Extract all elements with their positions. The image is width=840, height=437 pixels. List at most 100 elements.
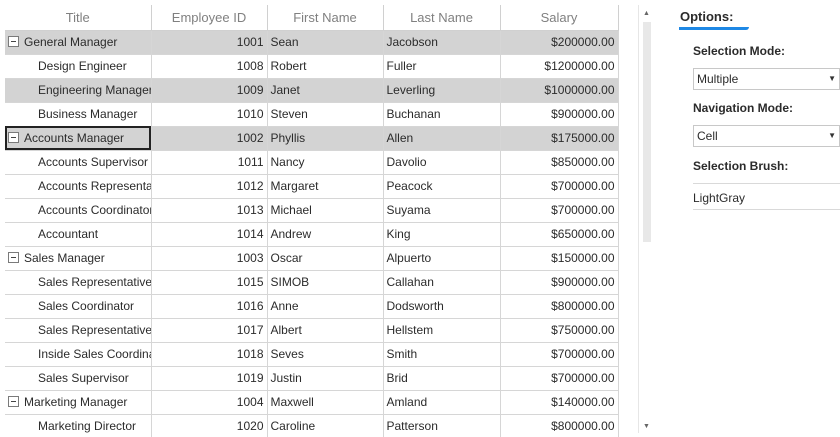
chevron-down-icon[interactable]: ▼ [828,131,836,140]
cell-employee-id[interactable]: 1001 [151,30,268,55]
column-header-last-name[interactable]: Last Name [383,5,501,31]
cell-last-name[interactable]: Fuller [383,54,501,79]
cell-salary[interactable]: $1200000.00 [500,54,619,79]
cell-first-name[interactable]: Caroline [267,414,384,437]
scroll-down-icon[interactable]: ▼ [643,423,650,430]
cell-first-name[interactable]: Nancy [267,150,384,175]
cell-first-name[interactable]: Michael [267,198,384,223]
cell-salary[interactable]: $650000.00 [500,222,619,247]
column-header-salary[interactable]: Salary [500,5,619,31]
cell-employee-id[interactable]: 1013 [151,198,268,223]
cell-title[interactable]: Engineering Manager [5,78,152,103]
chevron-down-icon[interactable]: ▼ [828,74,836,83]
cell-employee-id[interactable]: 1010 [151,102,268,127]
cell-salary[interactable]: $900000.00 [500,102,619,127]
cell-last-name[interactable]: King [383,222,501,247]
table-row[interactable]: Sales Manager 1003 Oscar Alpuerto $150000.00 [5,246,619,271]
collapse-icon[interactable] [8,36,19,47]
table-row[interactable]: General Manager 1001 Sean Jacobson $200000.0… [5,30,619,55]
cell-first-name[interactable]: Steven [267,102,384,127]
cell-first-name[interactable]: Maxwell [267,390,384,415]
collapse-icon[interactable] [8,252,19,263]
cell-title[interactable]: General Manager [5,30,152,55]
cell-first-name[interactable]: Oscar [267,246,384,271]
cell-last-name[interactable]: Hellstem [383,318,501,343]
cell-last-name[interactable]: Suyama [383,198,501,223]
table-row[interactable]: Sales Supervisor 1019 Justin Brid $700000.00 [5,366,619,391]
table-row[interactable]: Engineering Manager 1009 Janet Leverling $10… [5,78,619,103]
cell-salary[interactable]: $700000.00 [500,366,619,391]
table-row[interactable]: Sales Representative 1015 SIMOB Callahan $90… [5,270,619,295]
cell-salary[interactable]: $850000.00 [500,150,619,175]
cell-title[interactable]: Sales Supervisor [5,366,152,391]
cell-salary[interactable]: $150000.00 [500,246,619,271]
table-row[interactable]: Accountant 1014 Andrew King $650000.00 [5,222,619,247]
cell-salary[interactable]: $1000000.00 [500,78,619,103]
table-row[interactable]: Accounts Coordinator 1013 Michael Suyama $70… [5,198,619,223]
cell-title[interactable]: Sales Representative [5,318,152,343]
scroll-thumb[interactable] [643,22,651,242]
cell-employee-id[interactable]: 1016 [151,294,268,319]
cell-title[interactable]: Sales Representative [5,270,152,295]
navigation-mode-combobox[interactable]: Cell ▼ [693,125,840,147]
cell-employee-id[interactable]: 1008 [151,54,268,79]
cell-last-name[interactable]: Davolio [383,150,501,175]
cell-last-name[interactable]: Brid [383,366,501,391]
cell-employee-id[interactable]: 1018 [151,342,268,367]
table-row[interactable]: Accounts Representative1012MargaretPeaco… [5,174,619,199]
cell-first-name[interactable]: Seves [267,342,384,367]
cell-last-name[interactable]: Jacobson [383,30,501,55]
table-row[interactable]: Accounts Supervisor 1011 Nancy Davolio $8500… [5,150,619,175]
cell-first-name[interactable]: Anne [267,294,384,319]
cell-first-name[interactable]: Andrew [267,222,384,247]
cell-title[interactable]: Sales Coordinator [5,294,152,319]
cell-employee-id[interactable]: 1015 [151,270,268,295]
cell-salary[interactable]: $175000.00 [500,126,619,151]
cell-first-name[interactable]: Robert [267,54,384,79]
table-row[interactable]: Accounts Manager 1002 Phyllis Allen $175000.… [5,126,619,151]
cell-last-name[interactable]: Patterson [383,414,501,437]
table-row[interactable]: Sales Coordinator 1016 Anne Dodsworth $80000… [5,294,619,319]
cell-last-name[interactable]: Leverling [383,78,501,103]
cell-title[interactable]: Accounts Representative [5,174,152,199]
cell-salary[interactable]: $700000.00 [500,174,619,199]
cell-employee-id[interactable]: 1002 [151,126,268,151]
cell-title[interactable]: Marketing Manager [5,390,152,415]
table-row[interactable]: Sales Representative 1017 Albert Hellstem $7… [5,318,619,343]
cell-employee-id[interactable]: 1014 [151,222,268,247]
cell-last-name[interactable]: Amland [383,390,501,415]
cell-title[interactable]: Design Engineer [5,54,152,79]
cell-first-name[interactable]: Sean [267,30,384,55]
column-header-employee-id[interactable]: Employee ID [151,5,268,31]
cell-title[interactable]: Inside Sales Coordinator [5,342,152,367]
cell-last-name[interactable]: Smith [383,342,501,367]
cell-employee-id[interactable]: 1012 [151,174,268,199]
cell-salary[interactable]: $200000.00 [500,30,619,55]
cell-title[interactable]: Accounts Supervisor [5,150,152,175]
cell-title[interactable]: Accounts Manager [5,126,152,151]
cell-title[interactable]: Sales Manager [5,246,152,271]
selection-mode-combobox[interactable]: Multiple ▼ [693,68,840,90]
cell-last-name[interactable]: Dodsworth [383,294,501,319]
table-row[interactable]: Marketing Director 1020 Caroline Patterson $… [5,414,619,437]
selection-brush-value[interactable]: LightGray [693,191,746,205]
cell-first-name[interactable]: SIMOB [267,270,384,295]
cell-salary[interactable]: $700000.00 [500,198,619,223]
cell-last-name[interactable]: Buchanan [383,102,501,127]
column-header-title[interactable]: Title [5,5,152,31]
cell-title[interactable]: Business Manager [5,102,152,127]
collapse-icon[interactable] [8,132,19,143]
cell-last-name[interactable]: Callahan [383,270,501,295]
cell-first-name[interactable]: Margaret [267,174,384,199]
cell-last-name[interactable]: Peacock [383,174,501,199]
cell-title[interactable]: Accountant [5,222,152,247]
cell-employee-id[interactable]: 1019 [151,366,268,391]
cell-employee-id[interactable]: 1003 [151,246,268,271]
cell-first-name[interactable]: Albert [267,318,384,343]
cell-last-name[interactable]: Alpuerto [383,246,501,271]
vertical-scrollbar[interactable]: ▲ ▼ [638,5,653,433]
cell-title[interactable]: Accounts Coordinator [5,198,152,223]
cell-last-name[interactable]: Allen [383,126,501,151]
cell-first-name[interactable]: Justin [267,366,384,391]
cell-salary[interactable]: $800000.00 [500,414,619,437]
